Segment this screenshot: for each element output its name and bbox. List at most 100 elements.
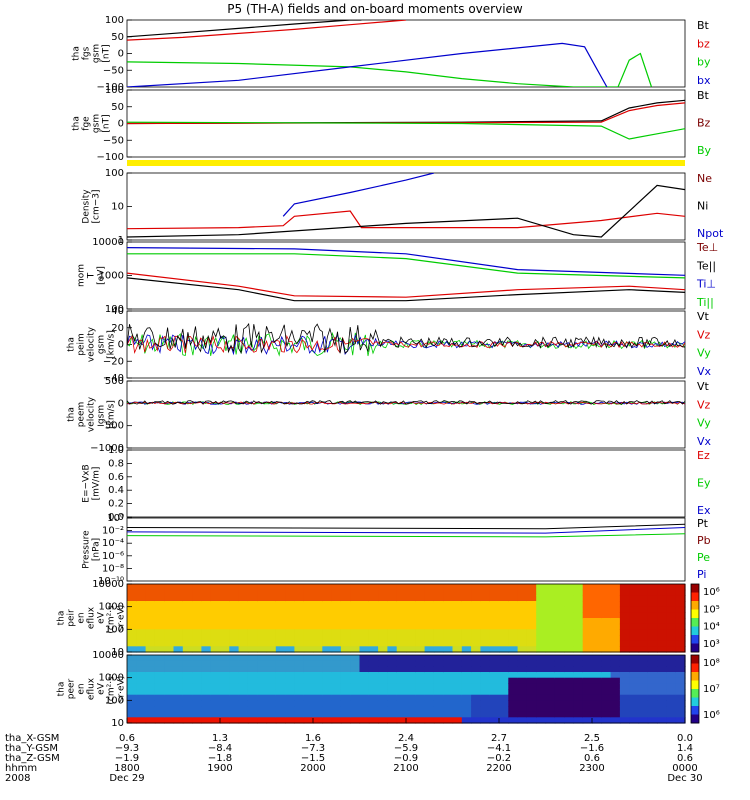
heatmap-cell <box>378 646 388 653</box>
legend-entry: Vt <box>697 310 710 323</box>
heatmap-cell <box>536 589 547 596</box>
y-tick-label: 10 <box>111 647 124 658</box>
y-axis-label-line: gsm <box>92 44 102 63</box>
heatmap-cell <box>526 640 537 647</box>
heatmap-cell <box>154 694 165 701</box>
heatmap-cell <box>545 689 556 696</box>
series-line <box>127 121 685 140</box>
heatmap-cell <box>229 711 240 718</box>
heatmap-cell <box>154 612 165 619</box>
heatmap-cell <box>610 629 621 636</box>
heatmap-cell <box>499 706 509 713</box>
heatmap-cell <box>238 623 249 630</box>
heatmap-cell <box>350 584 361 591</box>
heatmap-cell <box>675 629 686 636</box>
legend-entry: Pt <box>697 517 709 530</box>
heatmap-cell <box>554 655 565 662</box>
heatmap-cell <box>303 629 314 636</box>
heatmap-cell <box>499 623 509 630</box>
heatmap-cell <box>545 717 556 724</box>
heatmap-cell <box>415 660 426 667</box>
heatmap-cell <box>582 660 593 667</box>
heatmap-cell <box>238 683 249 690</box>
heatmap-cell <box>136 655 147 662</box>
heatmap-cell <box>406 672 416 679</box>
heatmap-cell <box>257 584 268 591</box>
heatmap-cell <box>536 595 547 602</box>
heatmap-cell <box>340 706 351 713</box>
heatmap-cell <box>229 584 240 591</box>
heatmap-cell <box>675 683 686 690</box>
heatmap-cell <box>164 612 175 619</box>
heatmap-cell <box>629 694 640 701</box>
heatmap-cell <box>192 618 202 625</box>
heatmap-cell <box>154 601 165 608</box>
heatmap-cell <box>461 635 472 642</box>
series-line <box>127 99 685 125</box>
heatmap-cell <box>192 629 202 636</box>
heatmap-cell <box>368 706 379 713</box>
heatmap-cell <box>489 677 500 684</box>
heatmap-cell <box>564 717 574 724</box>
heatmap-cell <box>173 677 184 684</box>
heatmap-cell <box>340 646 351 653</box>
heatmap-cell <box>610 677 621 684</box>
heatmap-cell <box>517 711 528 718</box>
heatmap-cell <box>526 618 537 625</box>
heatmap-cell <box>359 606 370 613</box>
heatmap-cell <box>285 646 295 653</box>
heatmap-cell <box>182 655 193 662</box>
heatmap-cell <box>415 666 426 673</box>
heatmap-cell <box>480 689 491 696</box>
heatmap-cell <box>647 601 658 608</box>
heatmap-cell <box>508 660 519 667</box>
heatmap-cell <box>368 601 379 608</box>
heatmap-cell <box>601 677 612 684</box>
heatmap-cell <box>619 655 630 662</box>
heatmap-cell <box>619 706 630 713</box>
y-axis-label-line: [mV/m] <box>92 467 102 501</box>
heatmap-cell <box>313 623 323 630</box>
heatmap-cell <box>554 689 565 696</box>
legend-entry: Ez <box>697 449 710 462</box>
heatmap-cell <box>266 689 277 696</box>
heatmap-cell <box>452 629 463 636</box>
heatmap-cell <box>229 640 240 647</box>
heatmap-cell <box>647 672 658 679</box>
heatmap-cell <box>452 683 463 690</box>
heatmap-cell <box>220 640 230 647</box>
y-axis-label-line: [nT] <box>102 44 112 62</box>
heatmap-cell <box>303 672 314 679</box>
heatmap-cell <box>396 601 407 608</box>
velocity-trace <box>127 322 685 355</box>
heatmap-cell <box>610 618 621 625</box>
y-axis-label-line: Density <box>82 189 92 224</box>
heatmap-cell <box>275 589 286 596</box>
heatmap-cell <box>601 635 612 642</box>
heatmap-cell <box>545 635 556 642</box>
heatmap-cell <box>331 606 342 613</box>
heatmap-cell <box>508 677 519 684</box>
heatmap-cell <box>322 672 333 679</box>
heatmap-cell <box>313 646 323 653</box>
heatmap-cell <box>220 584 230 591</box>
legend-entry: Pb <box>697 534 711 547</box>
heatmap-cell <box>564 635 574 642</box>
heatmap-cell <box>415 717 426 724</box>
heatmap-cell <box>489 706 500 713</box>
heatmap-cell <box>675 666 686 673</box>
colorbar-segment <box>691 626 699 636</box>
heatmap-cell <box>350 689 361 696</box>
heatmap-cell <box>220 618 230 625</box>
legend-entry: Ti|| <box>696 296 714 309</box>
x-tick-value: 1.3 <box>212 733 228 744</box>
heatmap-cell <box>564 683 574 690</box>
heatmap-cell <box>545 660 556 667</box>
heatmap-cell <box>182 606 193 613</box>
heatmap-cell <box>285 655 295 662</box>
heatmap-cell <box>666 683 677 690</box>
colorbar-label: 10⁸ <box>703 658 720 669</box>
heatmap-cell <box>582 717 593 724</box>
heatmap-cell <box>489 601 500 608</box>
heatmap-cell <box>647 700 658 707</box>
